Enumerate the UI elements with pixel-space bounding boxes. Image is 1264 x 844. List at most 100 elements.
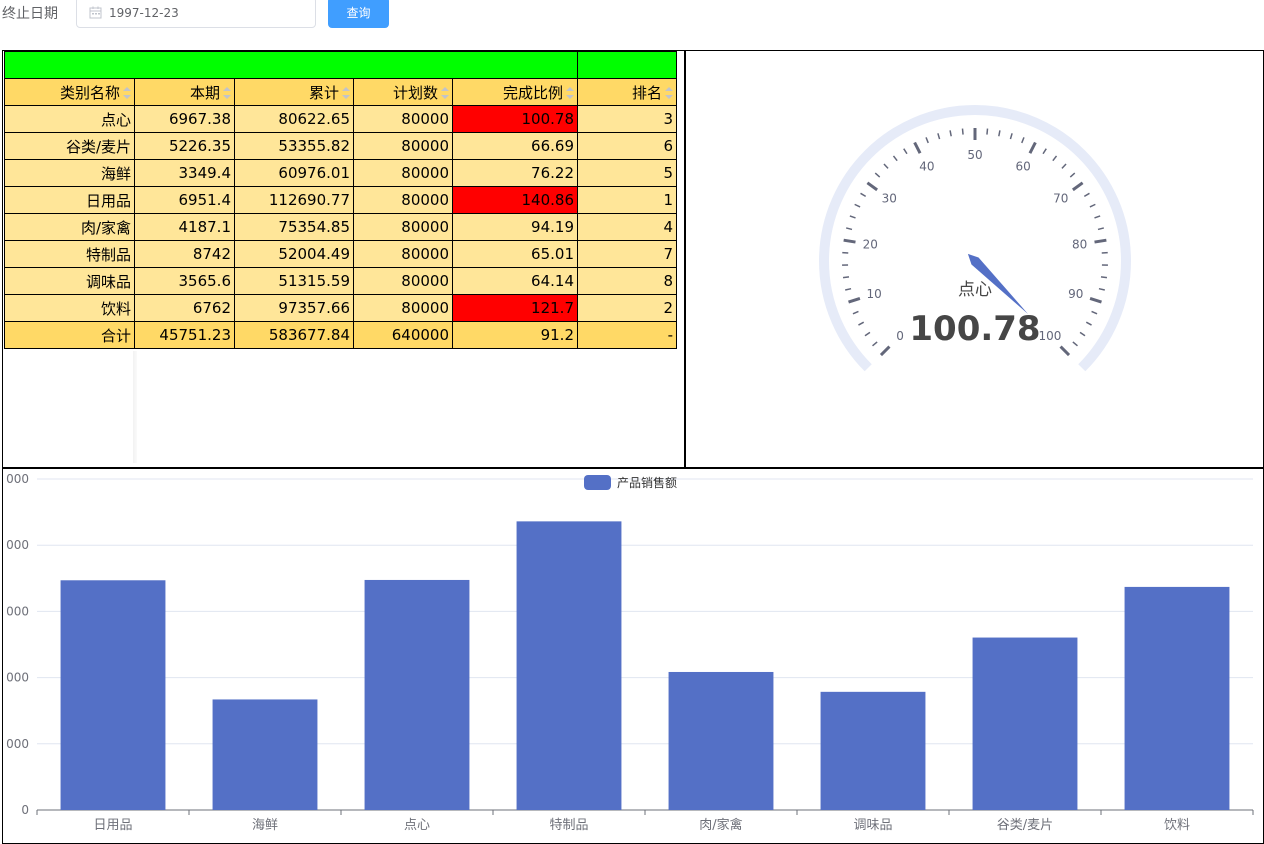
y-tick-label: 000 xyxy=(6,472,29,486)
gauge-major-tick xyxy=(843,238,856,244)
sort-icon[interactable] xyxy=(566,87,574,99)
gauge-tick-label: 10 xyxy=(867,287,882,301)
y-tick-label: 000 xyxy=(6,671,29,685)
total-rank-cell: - xyxy=(577,321,677,349)
gauge-pointer xyxy=(967,253,1029,315)
gauge-minor-tick xyxy=(874,172,881,178)
category-cell: 特制品 xyxy=(4,240,135,268)
plan-cell: 80000 xyxy=(353,105,453,133)
gauge-major-tick xyxy=(913,141,922,154)
current-cell: 3565.6 xyxy=(134,267,235,295)
summary-table-panel: 类别名称 本期 累计 计划数 完成比例 排名 点心 6967.38 80622.65… xyxy=(2,50,686,468)
gauge-minor-tick xyxy=(1098,287,1105,291)
calendar-icon xyxy=(89,6,102,19)
current-cell: 8742 xyxy=(134,240,235,268)
current-cell: 5226.35 xyxy=(134,132,235,160)
gauge-minor-tick xyxy=(854,203,861,208)
gauge-minor-tick xyxy=(925,137,929,144)
gauge-minor-tick xyxy=(860,192,867,197)
category-cell: 点心 xyxy=(4,105,135,133)
gauge-minor-tick xyxy=(1085,321,1092,326)
plan-cell: 80000 xyxy=(353,132,453,160)
gauge-minor-tick xyxy=(1100,276,1108,279)
category-cell: 饮料 xyxy=(4,294,135,322)
gauge-tick-label: 80 xyxy=(1072,237,1087,251)
query-button[interactable]: 查询 xyxy=(328,0,389,28)
total-current-cell: 45751.23 xyxy=(134,321,235,349)
gauge-minor-tick xyxy=(949,130,952,137)
category-cell: 海鲜 xyxy=(4,159,135,187)
current-cell: 6762 xyxy=(134,294,235,322)
y-tick-label: 000 xyxy=(6,604,29,618)
cumulative-cell: 112690.77 xyxy=(234,186,354,214)
gauge-minor-tick xyxy=(903,148,908,155)
current-cell: 3349.4 xyxy=(134,159,235,187)
gauge-tick-label: 60 xyxy=(1015,160,1030,174)
x-category-label: 饮料 xyxy=(1164,818,1190,833)
end-date-label: 终止日期 xyxy=(2,6,58,22)
ratio-cell: 100.78 xyxy=(452,105,578,133)
cumulative-cell: 51315.59 xyxy=(234,267,354,295)
sort-icon[interactable] xyxy=(123,87,131,99)
gauge-name: 点心 xyxy=(958,280,992,300)
gauge-minor-tick xyxy=(883,163,889,169)
cumulative-cell: 97357.66 xyxy=(234,294,354,322)
gauge-track xyxy=(819,105,1131,372)
column-header-ratio[interactable]: 完成比例 xyxy=(452,78,578,106)
table-total-row: 合计 45751.23 583677.84 640000 91.2 - xyxy=(4,321,677,349)
gauge-tick-label: 20 xyxy=(863,237,878,251)
gauge-tick-label: 70 xyxy=(1053,192,1068,206)
title-band-cell xyxy=(577,51,677,79)
sort-icon[interactable] xyxy=(223,87,231,99)
sort-icon[interactable] xyxy=(441,87,449,99)
cumulative-cell: 53355.82 xyxy=(234,132,354,160)
cumulative-cell: 75354.85 xyxy=(234,213,354,241)
ratio-cell: 65.01 xyxy=(452,240,578,268)
gauge-minor-tick xyxy=(845,227,853,231)
total-category-cell: 合计 xyxy=(4,321,135,349)
total-plan-cell: 640000 xyxy=(353,321,453,349)
gauge-major-tick xyxy=(1089,296,1102,304)
rank-cell: 4 xyxy=(577,213,677,241)
gauge-minor-tick xyxy=(998,130,1001,137)
end-date-picker[interactable]: 1997-12-23 xyxy=(76,0,316,28)
column-header-category[interactable]: 类别名称 xyxy=(4,78,135,106)
column-header-rank[interactable]: 排名 xyxy=(577,78,677,106)
gauge-minor-tick xyxy=(1021,137,1025,144)
gauge-tick-label: 100 xyxy=(1039,329,1062,343)
cumulative-cell: 60976.01 xyxy=(234,159,354,187)
ratio-cell: 76.22 xyxy=(452,159,578,187)
table-row: 日用品 6951.4 112690.77 80000 140.86 1 xyxy=(4,186,677,214)
column-header-current[interactable]: 本期 xyxy=(134,78,235,106)
gauge-value: 100.78 xyxy=(909,309,1040,349)
rank-cell: 2 xyxy=(577,294,677,322)
gauge-minor-tick xyxy=(1091,310,1098,315)
x-category-label: 日用品 xyxy=(93,818,132,833)
title-band-cell xyxy=(4,51,578,79)
y-tick-label: 0 xyxy=(21,803,29,817)
cumulative-cell: 52004.49 xyxy=(234,240,354,268)
sort-icon[interactable] xyxy=(665,87,673,99)
column-header-label: 本期 xyxy=(189,83,220,102)
gauge-major-tick xyxy=(1028,141,1037,154)
summary-table: 类别名称 本期 累计 计划数 完成比例 排名 点心 6967.38 80622.65… xyxy=(4,51,677,349)
legend-label: 产品销售额 xyxy=(617,475,677,490)
gauge-minor-tick xyxy=(1009,133,1013,140)
column-header-label: 排名 xyxy=(631,83,662,102)
gauge-minor-tick xyxy=(858,321,865,326)
sort-icon[interactable] xyxy=(342,87,350,99)
plan-cell: 80000 xyxy=(353,186,453,214)
gauge-minor-tick xyxy=(1097,227,1105,231)
column-header-cumulative[interactable]: 累计 xyxy=(234,78,354,106)
gauge-minor-tick xyxy=(849,215,856,219)
query-bar: 终止日期 1997-12-23 查询 xyxy=(0,0,1264,34)
column-header-label: 完成比例 xyxy=(502,83,563,102)
gauge-minor-tick xyxy=(1079,331,1086,337)
gauge-major-tick xyxy=(1072,181,1084,192)
gauge-tick-label: 90 xyxy=(1068,287,1083,301)
cumulative-cell: 80622.65 xyxy=(234,105,354,133)
gauge-minor-tick xyxy=(872,341,878,347)
column-header-plan[interactable]: 计划数 xyxy=(353,78,453,106)
gauge-minor-tick xyxy=(864,331,871,337)
